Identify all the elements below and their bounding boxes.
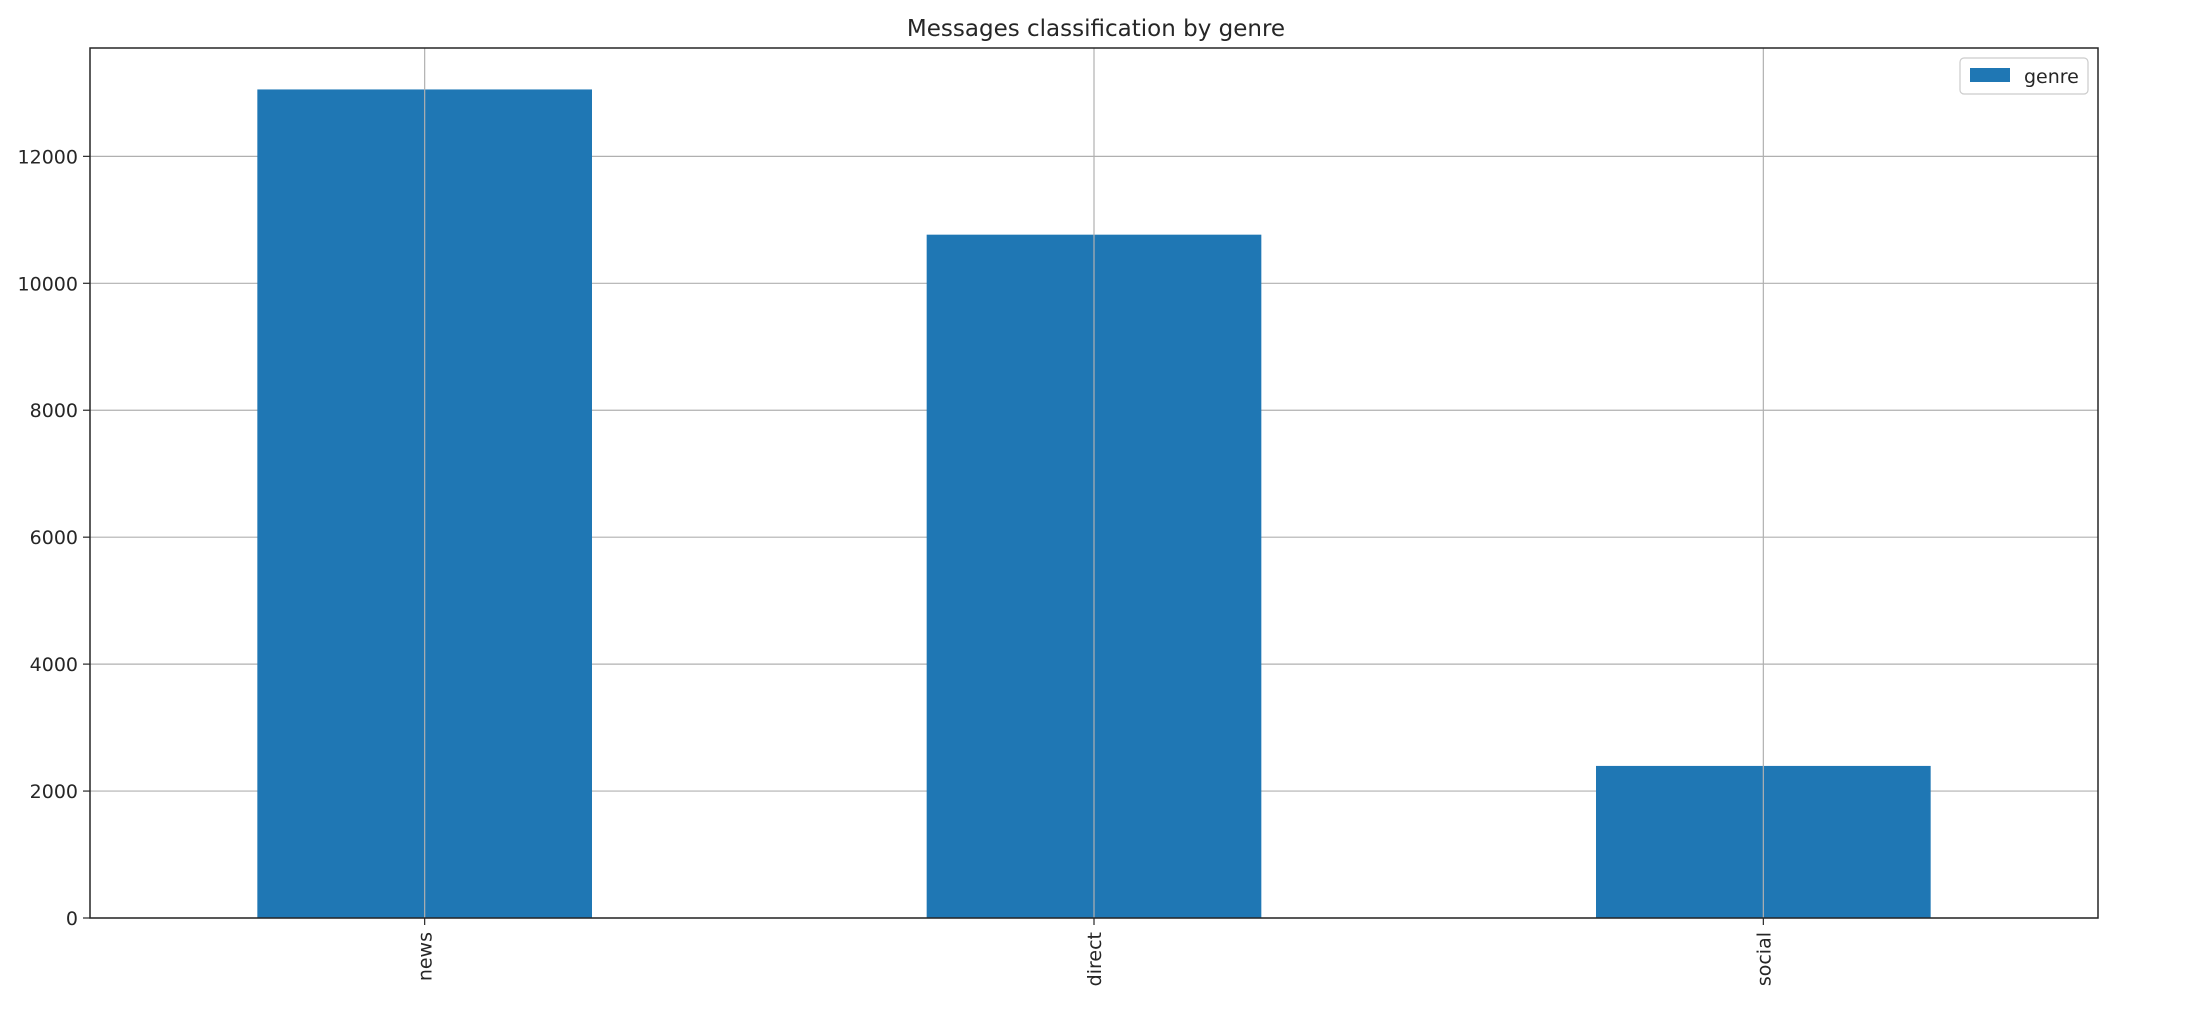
y-tick-label: 6000 xyxy=(30,527,78,549)
chart-title: Messages classification by genre xyxy=(907,16,1285,42)
legend-label: genre xyxy=(2024,66,2079,88)
x-tick-label-news: news xyxy=(415,932,437,981)
y-tick-label: 4000 xyxy=(30,654,78,676)
vertical-grid-layer xyxy=(424,48,1764,918)
y-tick-label: 10000 xyxy=(18,273,78,295)
legend: genre xyxy=(1959,57,2089,95)
y-tick-label: 0 xyxy=(66,908,78,930)
x-axis-ticks: news direct social xyxy=(415,918,1775,986)
y-tick-label: 2000 xyxy=(30,781,78,803)
legend-swatch xyxy=(1970,68,2010,82)
legend-box xyxy=(1959,57,2089,95)
y-tick-label: 12000 xyxy=(18,146,78,168)
x-tick-label-direct: direct xyxy=(1084,932,1106,986)
x-tick-label-social: social xyxy=(1753,932,1775,986)
y-axis-ticks: 0 2000 4000 6000 8000 10000 12000 xyxy=(18,146,90,930)
y-tick-label: 8000 xyxy=(30,400,78,422)
